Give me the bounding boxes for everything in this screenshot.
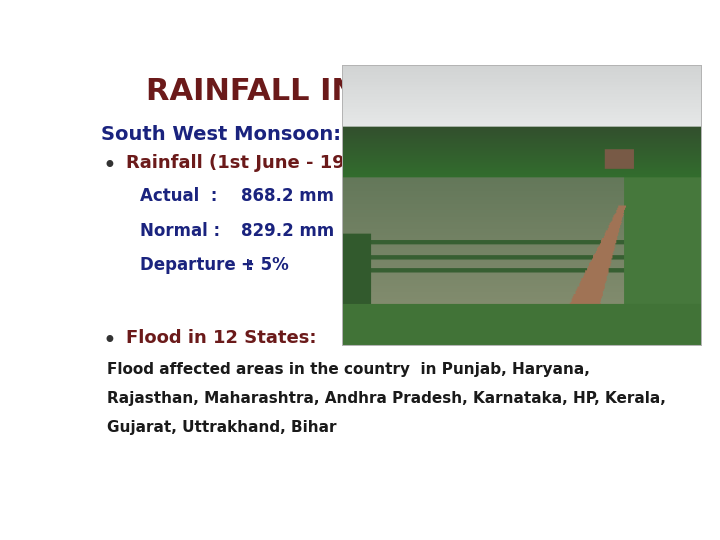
Text: Flood affected areas in the country  in Punjab, Haryana,: Flood affected areas in the country in P… [107, 362, 590, 377]
Text: Actual  :: Actual : [140, 187, 217, 205]
Text: Rainfall (1st June - 19th Sep) :: Rainfall (1st June - 19th Sep) : [126, 154, 433, 172]
Text: Gujarat, Uttrakhand, Bihar: Gujarat, Uttrakhand, Bihar [107, 420, 336, 435]
Text: Rajasthan, Maharashtra, Andhra Pradesh, Karnataka, HP, Kerala,: Rajasthan, Maharashtra, Andhra Pradesh, … [107, 391, 665, 406]
Text: 829.2 mm: 829.2 mm [240, 221, 334, 240]
Text: Flood in 12 States:: Flood in 12 States: [126, 329, 317, 347]
Text: Normal :: Normal : [140, 221, 220, 240]
Text: •: • [102, 329, 116, 353]
Text: 868.2 mm: 868.2 mm [240, 187, 333, 205]
Text: RAINFALL IN KHARIF 2019: RAINFALL IN KHARIF 2019 [146, 77, 592, 106]
Text: South West Monsoon:: South West Monsoon: [101, 125, 341, 144]
Text: Departure  :: Departure : [140, 255, 254, 274]
Text: + 5%: + 5% [240, 255, 289, 274]
Text: •: • [102, 154, 116, 178]
